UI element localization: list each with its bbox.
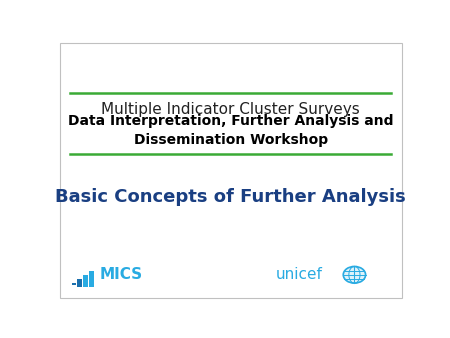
Text: MICS: MICS [99,267,142,282]
Circle shape [343,266,365,283]
Text: Multiple Indicator Cluster Surveys: Multiple Indicator Cluster Surveys [101,102,360,117]
Bar [83,275,88,287]
Text: unicef: unicef [276,267,323,282]
Bar [72,283,76,286]
Bar [77,279,82,287]
Bar [89,271,94,287]
Text: Data Interpretation, Further Analysis and
Dissemination Workshop: Data Interpretation, Further Analysis an… [68,114,393,147]
Text: Basic Concepts of Further Analysis: Basic Concepts of Further Analysis [55,188,406,206]
